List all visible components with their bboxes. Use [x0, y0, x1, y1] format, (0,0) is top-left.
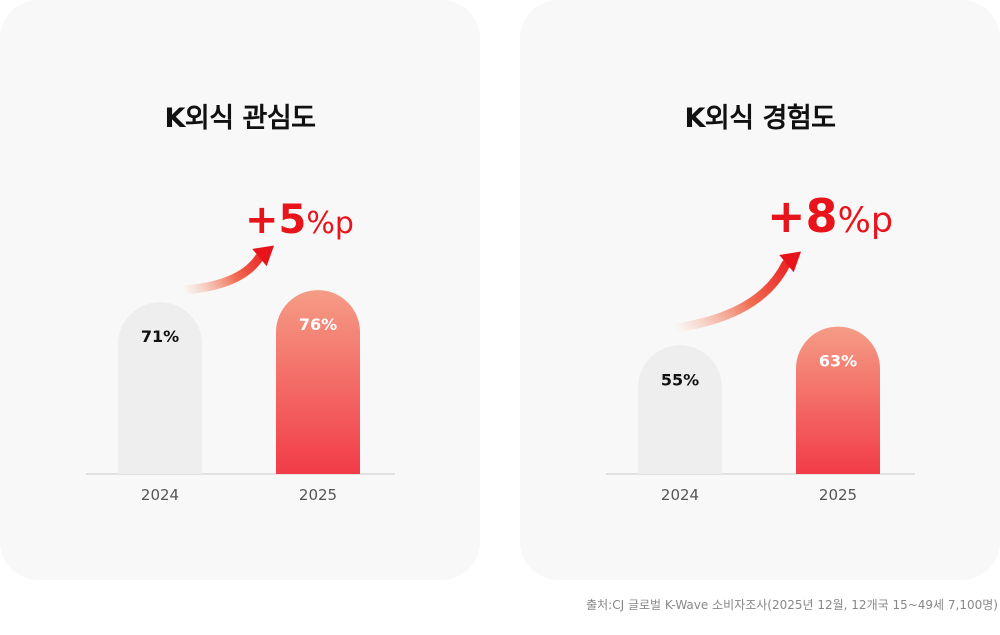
chart-svg: 55% 2024 63% 2025 +8%p [606, 189, 915, 504]
bar-2025 [796, 326, 880, 474]
data-label-2025: 76% [299, 315, 337, 334]
chart-title: K외식 관심도 [164, 103, 316, 134]
bar-2024 [638, 345, 722, 474]
bar-2024 [118, 302, 202, 474]
source-note: 출처:CJ 글로벌 K-Wave 소비자조사(2025년 12월, 12개국 1… [586, 598, 998, 612]
chart-title: K외식 경험도 [684, 103, 836, 134]
chart-card-interest: K외식 관심도 71% 2024 76% 2025 +5%p [0, 0, 480, 580]
trend-arrow-icon [178, 253, 264, 295]
x-tick-label: 2024 [141, 486, 179, 504]
x-tick-label: 2025 [299, 486, 337, 504]
chart-card-experience: K외식 경험도 55% 2024 63% 2025 +8%p [520, 0, 1000, 580]
bar-2025 [276, 290, 360, 474]
delta-label: +5%p [245, 197, 354, 243]
chart-svg: 71% 2024 76% 2025 +5%p [86, 197, 395, 504]
data-label-2024: 55% [661, 370, 699, 389]
arrow-head-icon [252, 245, 275, 267]
delta-label: +8%p [767, 189, 893, 243]
data-label-2025: 63% [819, 352, 857, 371]
data-label-2024: 71% [141, 327, 179, 346]
trend-arrow-icon [670, 259, 791, 333]
x-tick-label: 2024 [661, 486, 699, 504]
arrow-head-icon [779, 251, 802, 273]
x-tick-label: 2025 [819, 486, 857, 504]
